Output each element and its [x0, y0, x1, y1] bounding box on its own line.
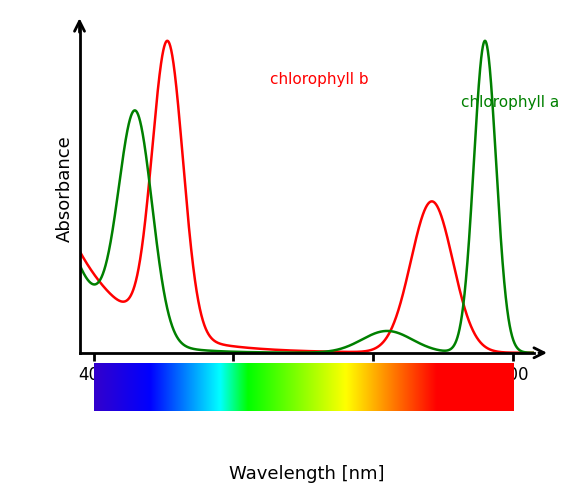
Text: Wavelength [nm]: Wavelength [nm] — [229, 465, 385, 483]
Text: chlorophyll b: chlorophyll b — [270, 72, 369, 87]
Y-axis label: Absorbance: Absorbance — [56, 136, 74, 242]
Text: chlorophyll a: chlorophyll a — [461, 95, 559, 110]
